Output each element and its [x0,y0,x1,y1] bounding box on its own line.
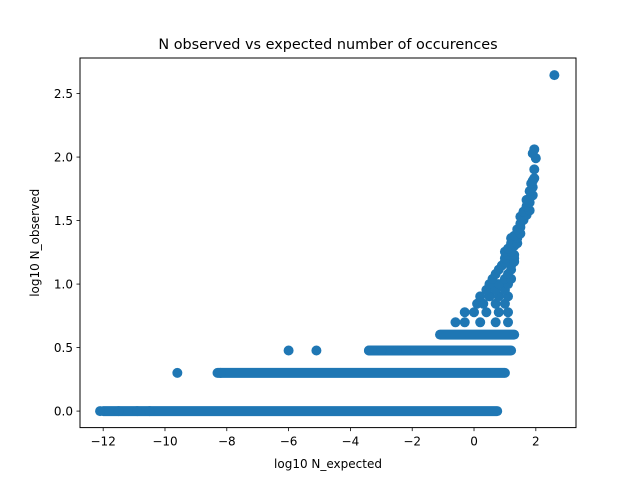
x-tick-label: −4 [342,435,360,449]
data-point [95,406,106,417]
data-point [469,307,480,318]
data-point [311,345,322,356]
data-point [529,173,540,184]
x-tick-label: −2 [403,435,421,449]
y-tick-label: 1.5 [54,214,73,228]
data-point [215,367,226,378]
chart-title: N observed vs expected number of occuren… [158,37,497,53]
x-tick-label: −6 [280,435,298,449]
data-point [363,345,374,356]
x-tick-label: −8 [218,435,236,449]
data-point [481,307,492,318]
data-point [172,367,183,378]
data-point [113,406,124,417]
data-point [503,307,514,318]
x-tick-label: 2 [532,435,540,449]
y-axis-label: log10 N_observed [28,189,42,297]
x-tick-label: −10 [152,435,177,449]
data-points [95,70,560,417]
y-tick-label: 1.0 [54,278,73,292]
data-point [283,345,294,356]
x-tick-label: −12 [91,435,116,449]
y-axis: 0.0 0.5 1.0 1.5 2.0 2.5 [54,87,80,419]
data-point [132,406,143,417]
plot-frame [79,57,577,429]
x-tick-label: 0 [470,435,478,449]
x-axis-label: log10 N_expected [274,457,382,471]
y-tick-label: 2.0 [54,151,73,165]
data-point [529,164,540,175]
data-point [459,317,470,328]
data-point [490,317,501,328]
y-tick-label: 0.5 [54,341,73,355]
data-point [549,70,560,81]
data-point [144,406,155,417]
data-point [376,345,387,356]
y-tick-label: 2.5 [54,87,73,101]
data-point [503,317,514,328]
data-point [475,291,486,302]
x-axis: −12 −10 −8 −6 −4 −2 0 2 [91,427,540,449]
data-point [493,307,504,318]
data-point [459,307,470,318]
data-point [391,345,402,356]
data-point [529,144,540,155]
data-point [401,345,412,356]
data-point [450,317,461,328]
data-point [475,317,486,328]
y-tick-label: 0.0 [54,405,73,419]
